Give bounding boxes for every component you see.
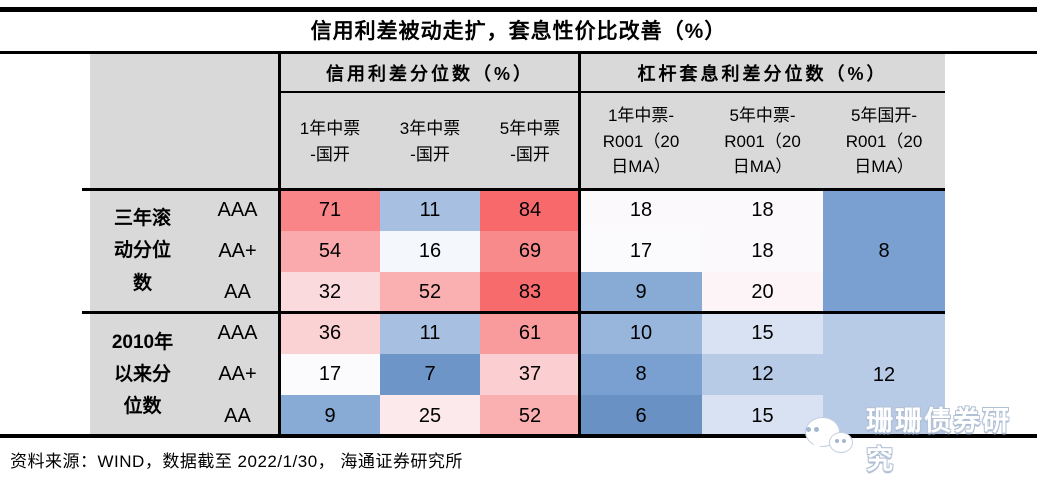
vertical-divider	[578, 54, 581, 437]
wechat-watermark: 珊珊债券研究	[806, 399, 1037, 477]
table-cell: 11	[380, 313, 480, 354]
bottom-rule	[0, 434, 1037, 438]
column-group-header-carry-spread: 杠杆套息利差分位数（%）	[580, 54, 945, 93]
rating-label: AAA	[195, 190, 280, 231]
table-cell: 15	[702, 395, 823, 437]
table-cell: 15	[702, 313, 823, 354]
row-group-label-3yr-rolling: 三年滚 动分位 数	[90, 190, 195, 313]
table-cell: 71	[280, 190, 380, 231]
table-cell: 84	[480, 190, 580, 231]
table-cell: 7	[380, 354, 480, 395]
table-cell: 18	[580, 190, 702, 231]
table-cell: 17	[280, 354, 380, 395]
table-cell: 37	[480, 354, 580, 395]
table-cell: 6	[580, 395, 702, 437]
row-group-divider	[82, 311, 945, 314]
table-cell: 36	[280, 313, 380, 354]
table-cell: 20	[702, 272, 823, 313]
merged-cell: 12	[823, 313, 945, 437]
merged-cell: 8	[823, 190, 945, 313]
table-cell: 52	[480, 395, 580, 437]
rating-label: AA+	[195, 354, 280, 395]
column-header: 5年中票- R001（20 日MA）	[702, 93, 823, 190]
column-group-header-credit-spread: 信用利差分位数（%）	[280, 54, 580, 93]
corner-cell	[90, 54, 280, 190]
table-cell: 10	[580, 313, 702, 354]
figure-title: 信用利差被动走扩，套息性价比改善（%）	[310, 20, 727, 43]
table-cell: 18	[702, 231, 823, 272]
table-cell: 9	[580, 272, 702, 313]
row-group-label-since-2010: 2010年 以来分 位数	[90, 313, 195, 437]
wechat-icon	[806, 416, 857, 460]
column-header: 5年中票 -国开	[480, 93, 580, 190]
column-header: 1年中票 -国开	[280, 93, 380, 190]
table-cell: 8	[580, 354, 702, 395]
source-note: 资料来源：WIND，数据截至 2022/1/30， 海通证券研究所	[10, 452, 463, 471]
table-cell: 17	[580, 231, 702, 272]
rating-label: AAA	[195, 313, 280, 354]
table-cell: 9	[280, 395, 380, 437]
column-header: 3年中票 -国开	[380, 93, 480, 190]
table-cell: 11	[380, 190, 480, 231]
column-header: 5年国开- R001（20 日MA）	[823, 93, 945, 190]
watermark-text: 珊珊债券研究	[866, 406, 1012, 475]
table-cell: 61	[480, 313, 580, 354]
vertical-divider	[278, 54, 281, 437]
column-header: 1年中票- R001（20 日MA）	[580, 93, 702, 190]
rating-label: AA+	[195, 231, 280, 272]
rating-label: AA	[195, 395, 280, 437]
table-cell: 69	[480, 231, 580, 272]
table-cell: 18	[702, 190, 823, 231]
title-divider	[0, 51, 1037, 54]
rating-label: AA	[195, 272, 280, 313]
table-cell: 16	[380, 231, 480, 272]
table-cell: 32	[280, 272, 380, 313]
table-cell: 83	[480, 272, 580, 313]
top-rule	[0, 7, 1037, 12]
table-cell: 12	[702, 354, 823, 395]
table-cell: 52	[380, 272, 480, 313]
heatmap-table: 信用利差分位数（%） 杠杆套息利差分位数（%） 1年中票 -国开 3年中票 -国…	[82, 54, 945, 437]
table-cell: 54	[280, 231, 380, 272]
header-body-divider	[82, 188, 945, 191]
table-cell: 25	[380, 395, 480, 437]
